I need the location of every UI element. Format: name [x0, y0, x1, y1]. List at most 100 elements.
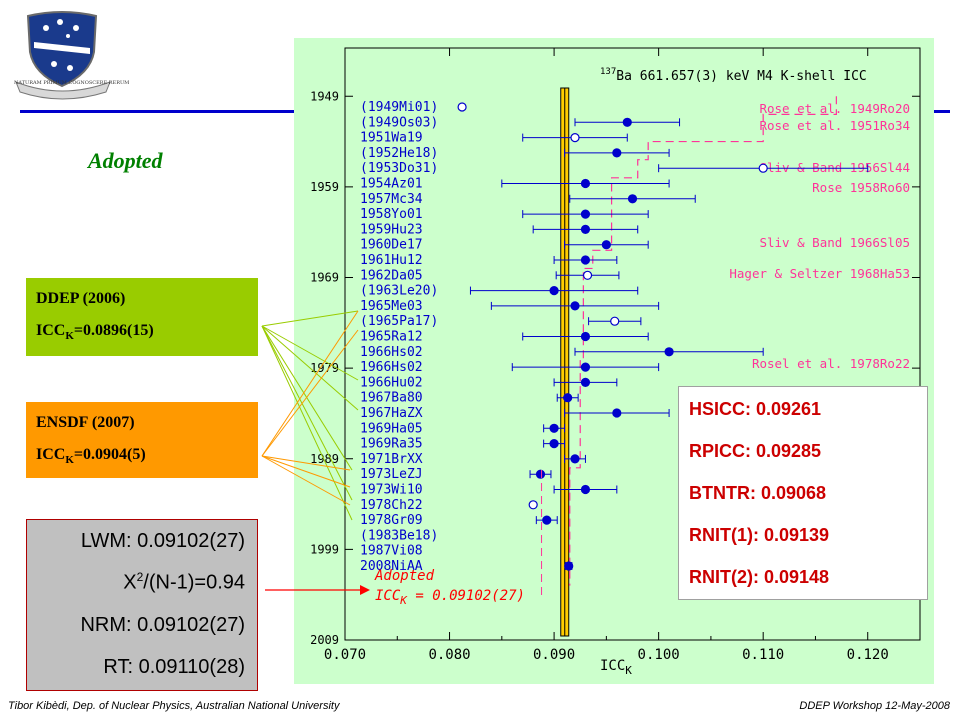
- measurement-label: 1965Ra12: [360, 330, 423, 345]
- data-point: [664, 347, 674, 357]
- adopted-heading: Adopted: [88, 148, 163, 173]
- lwm-box: LWM: 0.09102(27) X2/(N-1)=0.94 NRM: 0.09…: [26, 519, 258, 691]
- data-point: [549, 286, 559, 296]
- data-point: [535, 469, 546, 479]
- measurement-label: 1957Mc34: [360, 192, 423, 207]
- x-tick-label: 0.120: [847, 647, 889, 663]
- lwm-value: LWM: 0.09102(27): [80, 530, 245, 552]
- ddep-value-number: =0.0896(15): [73, 322, 154, 339]
- x-tick-label: 0.090: [533, 647, 575, 663]
- measurement-label: 1954Az01: [360, 177, 423, 192]
- ddep-arrow: [261, 325, 353, 501]
- open-data-point: [758, 163, 768, 173]
- chi-square-value: X2/(N-1)=0.94: [123, 570, 245, 595]
- data-point: [580, 209, 591, 219]
- measurement-label: 1959Hu23: [360, 222, 423, 237]
- ensdf-title: ENSDF (2007): [36, 414, 135, 431]
- measurement-label: 2008NiAA: [360, 559, 423, 574]
- ddep-box: DDEP (2006) ICCK=0.0896(15): [26, 278, 258, 356]
- y-tick-label: 2009: [310, 633, 339, 647]
- ddep-arrow: [261, 325, 359, 381]
- measurement-label: (1965Pa17): [360, 314, 438, 329]
- theory-label: Sliv & Band 1966Sl05: [759, 235, 910, 250]
- footer-author: Tibor Kibèdi, Dep. of Nuclear Physics, A…: [8, 700, 340, 712]
- measurement-label: 1958Yo01: [360, 207, 423, 222]
- ddep-value-sub: K: [65, 330, 74, 343]
- measurement-label: 1987Vi08: [360, 544, 423, 559]
- x-tick-label: 0.110: [742, 647, 784, 663]
- data-point: [622, 117, 632, 127]
- y-tick-label: 1999: [310, 542, 339, 556]
- data-point: [563, 393, 573, 403]
- open-data-point: [570, 133, 580, 143]
- footer-event: DDEP Workshop 12-May-2008: [799, 700, 950, 712]
- chart-title-main: Ba 661.657(3) keV M4 K-shell ICC: [616, 69, 866, 84]
- measurement-label: 1973Wi10: [360, 483, 423, 498]
- ddep-arrow: [261, 310, 359, 327]
- x-tick-label: 0.080: [428, 647, 470, 663]
- rt-value: RT: 0.09110(28): [103, 656, 245, 678]
- measurement-label: 1969Ra35: [360, 437, 423, 452]
- chi-prefix: X: [123, 571, 137, 594]
- theory-label: Rosel et al. 1978Ro22: [752, 356, 910, 371]
- btntr-value: BTNTR: 0.09068: [689, 483, 827, 503]
- measurement-label: 1967HaZX: [360, 406, 423, 421]
- ddep-value: ICCK=0.0896(15): [36, 322, 154, 342]
- adopted-annotation-value: = 0.09102(27): [407, 588, 525, 604]
- data-point: [564, 561, 574, 571]
- open-data-point: [457, 102, 467, 112]
- measurement-label: 1961Hu12: [360, 253, 423, 268]
- adopted-annotation-sub: K: [399, 594, 408, 607]
- theory-label: Hager & Seltzer 1968Ha53: [729, 266, 910, 281]
- x-axis-label: ICCK: [600, 658, 632, 677]
- measurement-label: (1953Do31): [360, 161, 438, 176]
- data-point: [601, 240, 611, 250]
- measurement-label: (1983Be18): [360, 528, 438, 543]
- crest-motto: NATURAM PRIMUM COGNOSCERE RERUM: [14, 80, 130, 86]
- rpicc-value: RPICC: 0.09285: [689, 441, 822, 461]
- data-point: [580, 331, 591, 342]
- measurement-label: 1978Ch22: [360, 498, 423, 513]
- data-point: [542, 515, 552, 525]
- data-point: [570, 454, 580, 464]
- ensdf-arrow: [261, 455, 351, 488]
- chart-title: 137Ba 661.657(3) keV M4 K-shell ICC: [600, 67, 867, 84]
- adopted-annotation-line1: Adopted: [374, 568, 435, 584]
- ddep-arrow: [261, 325, 353, 521]
- measurement-label: (1963Le20): [360, 284, 438, 299]
- measurement-label: 1965Me03: [360, 299, 423, 314]
- measurement-label: 1969Ha05: [360, 421, 423, 436]
- x-axis-label-main: ICC: [600, 658, 625, 674]
- theory-values-box: HSICC: 0.09261 RPICC: 0.09285 BTNTR: 0.0…: [678, 386, 928, 600]
- ensdf-arrow: [261, 455, 351, 471]
- x-tick-label: 0.100: [638, 647, 680, 663]
- university-crest-logo: [10, 8, 115, 102]
- chi-sup: 2: [136, 570, 144, 584]
- chi-suffix: /(N-1)=0.94: [143, 571, 245, 594]
- data-point: [580, 224, 591, 234]
- theory-label: Rose et al. 1949Ro20: [759, 101, 910, 116]
- data-point: [580, 377, 591, 387]
- measurement-label: 1960De17: [360, 238, 423, 253]
- data-point: [580, 178, 591, 189]
- ddep-arrow: [261, 325, 353, 471]
- y-tick-label: 1969: [310, 271, 339, 285]
- measurement-label: 1967Ba80: [360, 391, 423, 406]
- y-tick-label: 1949: [310, 89, 339, 103]
- ddep-title: DDEP (2006): [36, 290, 126, 307]
- ddep-value-prefix: ICC: [36, 322, 66, 339]
- measurement-label: 1966Hu02: [360, 375, 423, 390]
- ensdf-box: ENSDF (2007) ICCK=0.0904(5): [26, 402, 258, 478]
- ensdf-arrow: [261, 455, 351, 506]
- ensdf-value: ICCK=0.0904(5): [36, 446, 146, 466]
- y-tick-label: 1989: [310, 452, 339, 466]
- open-data-point: [610, 316, 620, 326]
- ensdf-value-prefix: ICC: [36, 446, 66, 463]
- ensdf-value-sub: K: [65, 454, 74, 467]
- rnit1-value: RNIT(1): 0.09139: [689, 525, 830, 545]
- x-axis-label-sub: K: [625, 664, 632, 677]
- ensdf-arrow: [261, 329, 359, 457]
- theory-label: Sliv & Band 1956Sl44: [759, 160, 910, 175]
- data-point: [612, 408, 622, 418]
